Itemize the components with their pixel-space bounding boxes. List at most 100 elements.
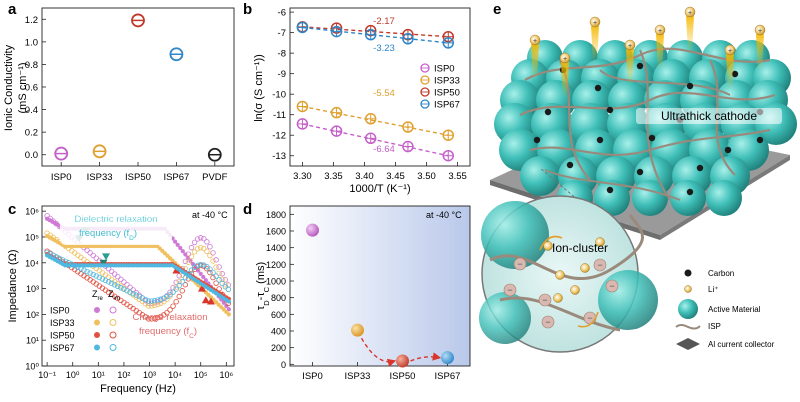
zim-point-isp50 [158,313,164,320]
y-tick-label-d: 1800 [266,210,286,220]
zim-point-isp67 [207,266,213,272]
x-tick-label-d: ISP0 [302,371,323,382]
anion-charge-glyph: − [587,313,592,323]
x-axis-a: ISP0 ISP33 ISP50 ISP67 PVDF [51,162,228,183]
zim-point-isp0 [201,236,207,242]
slope-label-isp67: -3.23 [373,43,395,54]
zim-point-isp67 [108,280,115,287]
zim-point-isp67 [210,269,216,276]
legend-zre-marker [94,332,100,338]
lens-lithium-ion [555,270,565,280]
anion-charge-glyph: − [542,295,547,305]
zim-point-isp0 [176,273,182,279]
plot-frame-a [41,7,235,167]
zim-point-isp67 [194,262,201,269]
legend-label-isp50: ISP50 [434,88,460,99]
legend-label-isp33: ISP33 [434,76,460,87]
zre-point-isp0 [178,245,183,251]
lithium-ion [589,16,601,28]
zim-point-isp33 [167,293,173,299]
carbon-particle [636,62,644,70]
y-tick-label-a: 0.8 [25,60,38,71]
zim-point-isp67 [59,257,66,263]
schematic-legend: Carbon Li⁺ Active Material ISP Al curren… [675,269,775,350]
legend-label-c-isp33: ISP33 [50,318,75,328]
zim-point-isp0 [112,271,118,277]
zim-point-isp33 [207,252,213,259]
slope-label-isp33: -5.54 [373,88,395,99]
legend-active-material: Active Material [708,305,761,314]
anion-particle [593,258,607,272]
zre-point-isp33 [226,312,231,317]
y-tick-label-d: 400 [271,327,286,337]
x-tick-label-d: ISP67 [435,371,461,382]
zim-point-isp67 [44,249,50,256]
zim-point-isp50 [216,286,222,292]
slope-label-isp0: -6.64 [373,144,395,155]
ion-trail [756,34,764,70]
axes-d: 0 200 400 600 800 1000 1200 1400 1600 1800 ISP0 ISP… [266,210,460,382]
zim-point-isp0 [44,213,50,219]
carbon-particle [606,186,614,194]
zre-point-isp67 [226,299,231,304]
carbon-particle [756,136,764,144]
ion-charge-glyph: + [593,20,597,27]
plot-frame-b [289,7,471,167]
fit-line-isp33 [302,105,449,136]
plot-frame-d [289,205,471,367]
zim-point-isp67 [219,280,225,287]
zim-point-isp67 [121,286,127,292]
zim-point-isp50 [167,307,173,313]
y-tick-label-d: 1200 [266,260,286,270]
legend-label-c-isp50: ISP50 [50,331,75,341]
zim-point-isp67 [161,295,167,301]
zim-point-isp50 [148,316,155,322]
charge-annotation-line2: frequency (fC) [139,326,197,340]
carbon-particle [686,188,694,196]
zim-point-isp50 [191,266,198,273]
zim-point-isp67 [198,261,204,268]
zim-point-isp67 [118,285,124,291]
y-axis-label-c: Impedance (Ω) [7,249,19,322]
ion-trail [531,44,539,80]
y-tick-label-b: -13 [272,151,286,162]
y-tick-label-b: -10 [272,90,286,101]
lens-fiber [499,296,621,332]
data-point-d-isp50 [396,354,409,368]
x-tick-label-a: PVDF [202,172,228,183]
active-material-sphere [520,156,560,196]
legend-carbon: Carbon [708,269,734,278]
zim-point-isp0 [84,247,90,253]
panel-e-schematic: e + + + + + + + + Ultrathick cathode − − − − − − − Io… [479,1,797,353]
trend-arrow-2 [410,352,442,362]
zre-point-isp0 [173,239,178,244]
ion-trail [561,62,569,98]
zim-point-isp0 [191,239,198,246]
zim-point-isp33 [198,244,204,251]
y-tick-label-a: 1.2 [25,15,38,26]
carbon-particle [594,84,602,92]
x-tick-label-a: ISP67 [163,172,189,183]
ion-trail [686,16,694,52]
zim-point-isp67 [133,292,139,298]
anion-particle [538,293,552,307]
zim-point-isp67 [47,251,53,257]
x-tick-label-b: 3.30 [293,171,312,182]
y-tick-label-b: -9 [278,69,286,80]
carbon-particle [696,164,704,172]
zim-point-isp67 [93,273,99,279]
y-tick-label-c: 10⁰ [25,362,39,372]
panel-label-b: b [243,1,252,18]
y-tick-label-b: -12 [272,131,286,142]
zim-point-isp33 [176,278,182,285]
data-point-d-isp0 [306,223,319,237]
legend-zre-marker [94,307,100,313]
legend-zim-marker [109,344,117,351]
ion-cluster-label: Ion-cluster [552,241,608,255]
lithium-ion [624,39,636,51]
anion-particle [541,315,555,329]
zim-point-isp0 [198,235,204,241]
zim-point-isp0 [47,215,53,222]
y-tick-label-c: 10⁴ [25,258,39,268]
